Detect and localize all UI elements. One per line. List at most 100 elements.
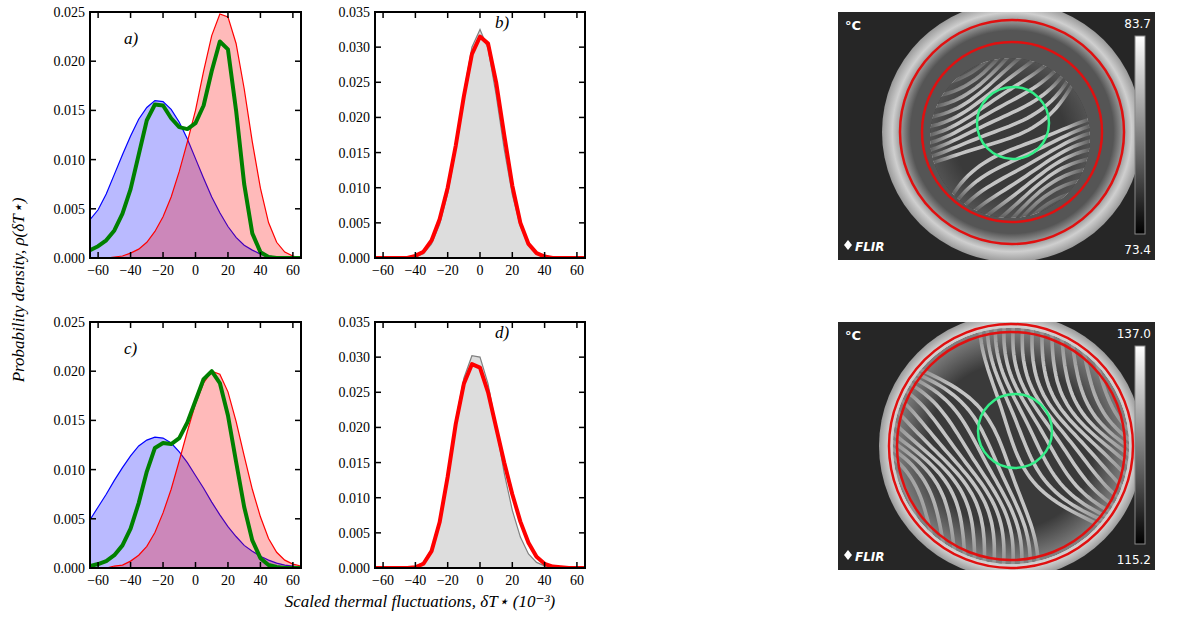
x-tick-label: −60 [87, 573, 109, 588]
x-tick-label: 40 [538, 263, 552, 278]
probe-circle [978, 394, 1052, 468]
x-axis-title: Scaled thermal fluctuations, δT⋆ (10⁻³) [285, 592, 556, 611]
x-tick-label: 20 [505, 573, 519, 588]
area-edge [90, 14, 301, 258]
plot-area [375, 356, 585, 568]
y-axis-title: Probability density, ρ(δT⋆) [9, 197, 28, 383]
pattern-ground [893, 328, 1129, 564]
x-tick-label: −40 [404, 263, 426, 278]
x-tick-label: −20 [152, 573, 174, 588]
colorbar [1135, 346, 1145, 544]
y-tick-label: 0.000 [339, 251, 371, 266]
area-edge [375, 30, 585, 258]
plot-area [90, 371, 301, 568]
x-tick-label: 40 [253, 263, 267, 278]
x-tick-label: 20 [505, 263, 519, 278]
y-tick-label: 0.000 [339, 561, 371, 576]
logo: FLIR [855, 240, 885, 254]
panel: −60−40−2002040600.0000.0050.0100.0150.02… [54, 5, 302, 278]
y-tick-label: 0.015 [339, 146, 371, 161]
panel-label: a) [124, 29, 139, 48]
plot-area [375, 30, 585, 258]
scale-min: 73.4 [1124, 243, 1151, 257]
x-tick-label: 40 [538, 573, 552, 588]
figure: −60 −40 −20 0 20 40 60 0.000 0.005 0.010 0.015 0.02… [0, 0, 1187, 619]
scale-min: 115.2 [1117, 553, 1151, 567]
y-tick-label: 0.010 [54, 153, 86, 168]
stripes [875, 12, 1146, 260]
area [90, 371, 301, 568]
line [90, 42, 301, 258]
pattern-fade [893, 328, 1129, 564]
scale-max: 83.7 [1124, 17, 1151, 31]
area [375, 356, 585, 568]
pattern-fade [930, 58, 1090, 218]
pattern-area [875, 12, 1146, 260]
y-tick-label: 0.020 [54, 54, 86, 69]
y-tick-label: 0.035 [339, 315, 371, 330]
x-tick-label: −60 [87, 263, 109, 278]
sample-disc [882, 12, 1142, 260]
y-tick-label: 0.020 [339, 420, 371, 435]
x-tick-label: −60 [372, 573, 394, 588]
region-circle [900, 20, 1124, 244]
pattern-ground [930, 58, 1090, 218]
x-tick-label: 60 [570, 573, 584, 588]
panel-label: c) [124, 339, 138, 358]
y-tick-label: 0.015 [54, 103, 86, 118]
logo-mark [844, 240, 852, 250]
x-tick-label: −20 [437, 263, 459, 278]
x-tick-label: −20 [437, 573, 459, 588]
x-tick-label: 20 [221, 573, 235, 588]
frame [375, 12, 585, 258]
x-tick-label: −40 [404, 573, 426, 588]
thermal-image: 137.0115.2°CFLIR [801, 250, 1187, 619]
region-circle [922, 42, 1102, 222]
y-tick-label: 0.000 [54, 561, 86, 576]
y-tick-label: 0.030 [339, 350, 371, 365]
logo-mark [844, 550, 852, 560]
y-tick-label: 0.025 [339, 385, 371, 400]
region-circle [897, 332, 1125, 560]
y-tick-label: 0.025 [54, 315, 86, 330]
y-tick-label: 0.005 [54, 202, 86, 217]
x-tick-label: 0 [192, 573, 199, 588]
probe-circle [977, 87, 1049, 159]
y-tick-label: 0.010 [339, 181, 371, 196]
x-tick-label: 60 [286, 263, 300, 278]
stripes [838, 322, 1155, 570]
y-tick-label: 0.010 [339, 491, 371, 506]
area [90, 14, 301, 258]
scale-max: 137.0 [1117, 327, 1151, 341]
x-tick-label: 0 [477, 263, 484, 278]
y-tick-label: 0.015 [54, 413, 86, 428]
unit: °C [845, 328, 861, 343]
x-tick-label: 20 [221, 263, 235, 278]
y-tick-label: 0.005 [339, 526, 371, 541]
panel: −60 −40 −20 0 20 40 60 0.000 0.005 0.010 0.015 0.02… [339, 315, 586, 588]
y-tick-label: 0.020 [339, 110, 371, 125]
image-content [838, 322, 1155, 570]
area-edge [90, 371, 301, 568]
x-tick-label: −60 [372, 263, 394, 278]
y-tick-label: 0.005 [339, 216, 371, 231]
line [90, 371, 301, 568]
x-tick-label: −40 [120, 263, 142, 278]
frame [90, 12, 301, 258]
y-tick-label: 0.035 [339, 5, 371, 20]
x-tick-label: 0 [477, 573, 484, 588]
frame [375, 322, 585, 568]
y-tick-label: 0.000 [54, 251, 86, 266]
x-tick-label: 60 [570, 263, 584, 278]
y-tick-label: 0.005 [54, 512, 86, 527]
frame [90, 322, 301, 568]
unit: °C [845, 18, 861, 33]
area-edge [375, 356, 585, 568]
pattern-area [838, 322, 1155, 570]
panel-label: d) [495, 323, 510, 342]
x-tick-label: −20 [152, 263, 174, 278]
sample-disc [879, 322, 1143, 570]
y-tick-label: 0.020 [54, 364, 86, 379]
x-tick-label: 40 [253, 573, 267, 588]
y-tick-label: 0.015 [339, 456, 371, 471]
